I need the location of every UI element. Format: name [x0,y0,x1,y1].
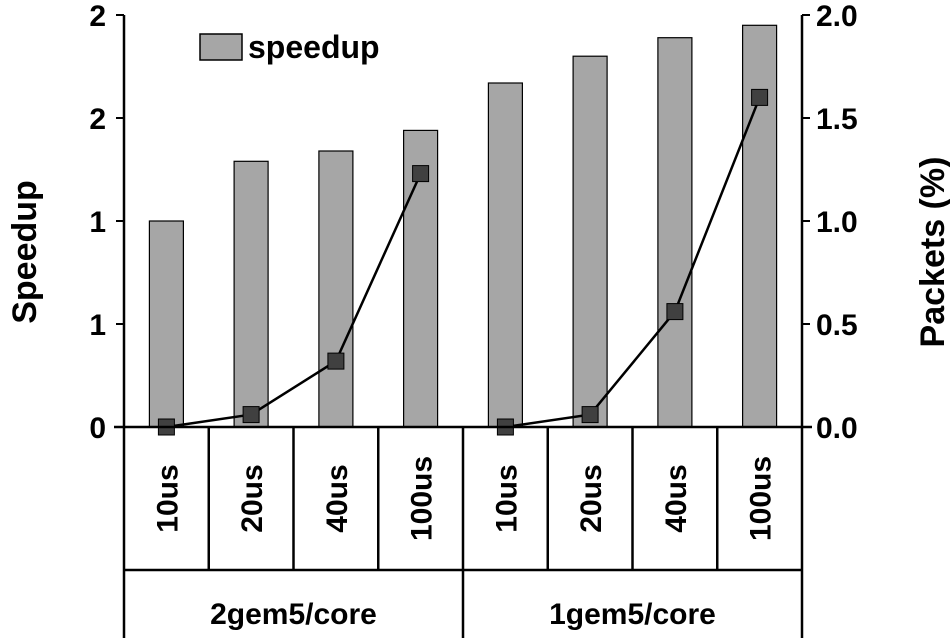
y-right-tick-label-4: 2.0 [816,0,858,33]
y-left-tick-label-3: 2 [89,103,106,136]
legend: speedup [199,29,380,65]
legend-label-speedup: speedup [248,29,380,65]
bars-layer [148,24,778,428]
speedup-bar-0 [148,220,184,428]
packets-line-layer [157,88,769,436]
speedup-bar-2 [318,150,354,428]
category-label-5: 20us [575,464,608,532]
labels-layer: 0 1 1 2 2 0.0 0.5 1.0 1.5 2.0 10us 20us 40us 100us 10u… [89,0,857,631]
y-right-tick-label-0: 0.0 [816,412,858,445]
y-right-tick-label-1: 0.5 [816,309,858,342]
speedup-bar-6 [657,37,693,428]
y-right-tick-label-3: 1.5 [816,103,858,136]
packets-line-group-0 [166,173,422,429]
speedup-bar-7 [741,24,778,428]
category-label-6: 40us [660,464,693,532]
y-axis-right-title: Packets (%) [914,157,950,348]
group-label-1: 1gem5/core [549,598,716,631]
category-label-1: 20us [236,464,269,532]
y-left-tick-label-2: 1 [89,206,106,239]
y-left-tick-label-4: 2 [89,0,106,33]
y-left-tick-label-0: 0 [89,412,106,445]
category-label-7: 100us [745,456,778,541]
speedup-bar-5 [572,55,608,428]
packets-marker-3 [412,165,430,183]
packets-marker-5 [581,406,599,424]
category-label-3: 100us [406,456,439,541]
category-label-0: 10us [151,464,184,532]
packets-marker-6 [666,303,684,321]
packets-marker-1 [242,406,260,424]
legend-swatch-speedup [199,33,243,61]
packets-line-group-1 [505,96,761,429]
y-right-tick-label-2: 1.0 [816,206,858,239]
y-left-tick-label-1: 1 [89,309,106,342]
category-label-4: 10us [490,464,523,532]
packets-marker-7 [751,88,769,106]
packets-marker-2 [327,352,345,370]
speedup-bar-4 [487,82,523,428]
y-axis-left-title: Speedup [6,180,44,324]
category-label-2: 40us [321,464,354,532]
axes-layer [114,14,812,638]
group-label-0: 2gem5/core [210,598,377,631]
speedup-bar-1 [233,160,269,428]
